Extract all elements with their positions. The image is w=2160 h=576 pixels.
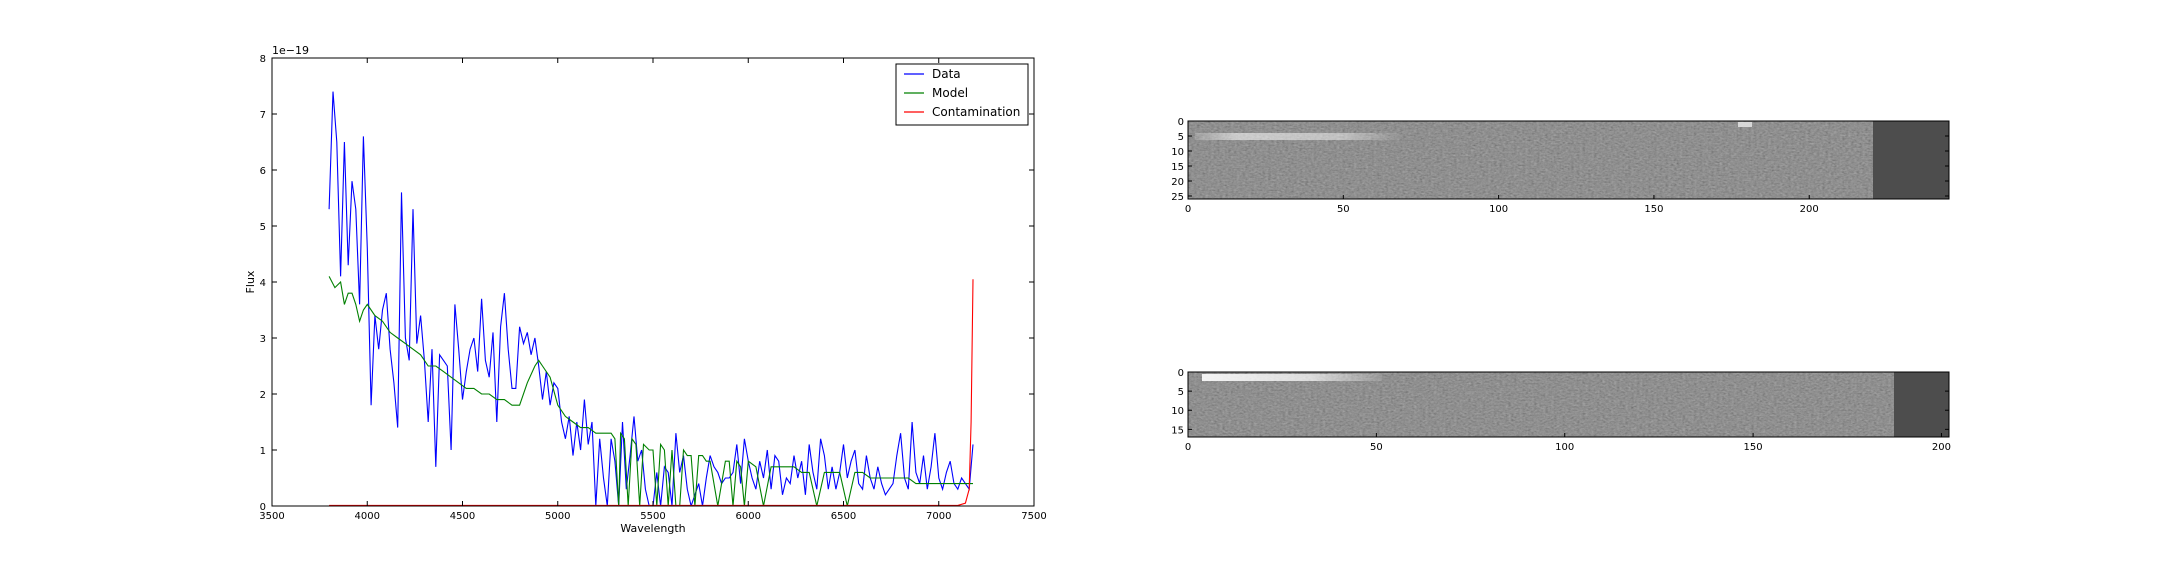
image-y-tick-label: 25	[1171, 192, 1184, 203]
image-y-tick-label: 5	[1178, 132, 1184, 143]
y-tick-label: 2	[260, 390, 266, 401]
x-tick-label: 5500	[640, 511, 665, 522]
x-tick-label: 5000	[545, 511, 570, 522]
image-y-tick-label: 0	[1178, 117, 1184, 128]
image-x-tick-label: 200	[1800, 204, 1819, 215]
x-tick-label: 3500	[259, 511, 284, 522]
image-y-tick-label: 10	[1171, 406, 1184, 417]
image-x-tick-label: 0	[1185, 204, 1191, 215]
image-x-tick-label: 0	[1185, 442, 1191, 453]
x-tick-label: 7000	[926, 511, 951, 522]
y-offset-text: 1e−19	[272, 44, 309, 57]
image-x-tick-label: 50	[1370, 442, 1383, 453]
spectrum-image-bottom: 0 50 100 150 200 0 5 10 15	[1171, 368, 1951, 453]
image-x-tick-label: 100	[1555, 442, 1574, 453]
image-top-trace	[1195, 133, 1405, 140]
y-axis-label: Flux	[244, 270, 257, 293]
x-axis-label: Wavelength	[620, 522, 685, 535]
image-y-tick-label: 5	[1178, 387, 1184, 398]
x-tick-label: 6000	[736, 511, 761, 522]
spectrum-image-top: 0 50 100 150 200 0 5 10 15 20 25	[1171, 117, 1950, 215]
image-x-tick-label: 150	[1644, 204, 1663, 215]
y-tick-label: 1	[260, 446, 266, 457]
legend: Data Model Contamination	[895, 63, 1029, 126]
image-y-tick-label: 15	[1171, 425, 1184, 436]
x-tick-label: 6500	[831, 511, 856, 522]
y-tick-label: 3	[260, 334, 266, 345]
series-data-line	[328, 91, 974, 506]
y-tick-label: 8	[260, 54, 266, 65]
image-top-hotspot	[1738, 122, 1752, 127]
image-y-tick-label: 0	[1178, 368, 1184, 379]
spectrum-plot: 3500 4000 4500 5000 5500 6000 6500 7000 7500 0 1 2…	[244, 44, 1047, 535]
x-tick-label: 4500	[450, 511, 475, 522]
image-y-tick-label: 15	[1171, 162, 1184, 173]
image-bottom-trace	[1202, 374, 1382, 381]
image-x-tick-label: 150	[1744, 442, 1763, 453]
legend-label-model: Model	[932, 86, 968, 100]
x-tick-label: 7500	[1021, 511, 1046, 522]
image-y-tick-label: 20	[1171, 177, 1184, 188]
image-x-tick-label: 100	[1489, 204, 1508, 215]
image-x-tick-label: 200	[1932, 442, 1951, 453]
y-tick-label: 7	[260, 110, 266, 121]
y-tick-label: 0	[260, 502, 266, 513]
y-tick-label: 4	[260, 278, 266, 289]
image-x-tick-label: 50	[1337, 204, 1350, 215]
legend-label-data: Data	[932, 67, 961, 81]
x-tick-label: 4000	[355, 511, 380, 522]
y-tick-label: 6	[260, 166, 266, 177]
series-model-line	[328, 276, 973, 506]
y-tick-label: 5	[260, 222, 266, 233]
legend-label-contamination: Contamination	[932, 105, 1020, 119]
image-y-tick-label: 10	[1171, 147, 1184, 158]
